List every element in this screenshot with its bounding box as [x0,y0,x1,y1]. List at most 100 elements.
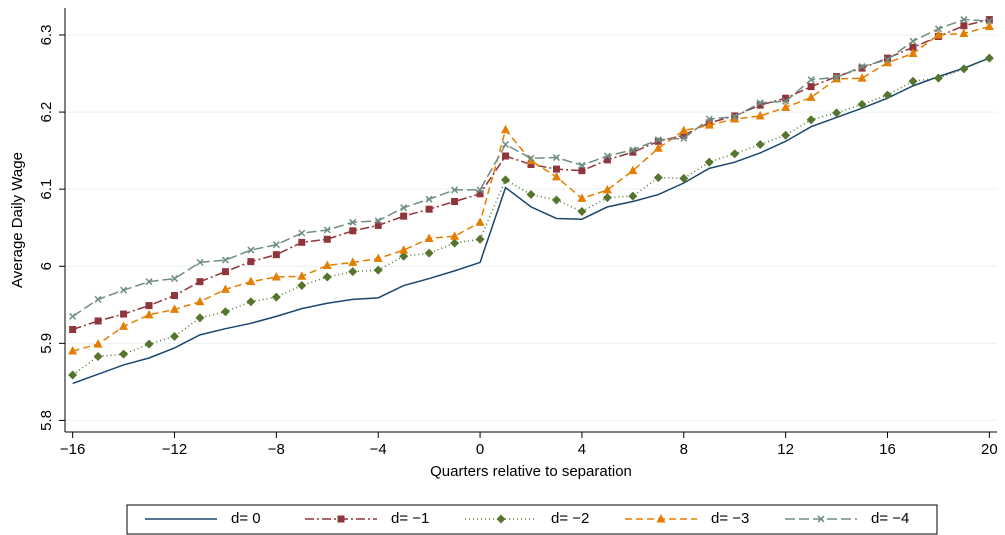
data-point [220,307,230,317]
x-tick-label: 4 [578,441,586,458]
data-point [424,248,434,258]
data-point [119,349,129,359]
data-point [526,155,536,165]
data-point [144,339,154,349]
data-point [68,370,78,380]
data-point [68,346,78,355]
data-point [400,204,408,212]
legend-marker [496,514,506,524]
legend-label: d= −4 [871,510,909,527]
data-point [807,83,815,91]
data-point [450,231,460,240]
data-point [272,241,280,249]
data-point [298,229,306,237]
data-point [501,124,511,134]
series-line [72,18,990,331]
data-point [883,90,893,100]
data-point [373,265,383,275]
x-tick-label: −16 [60,441,85,458]
data-point [603,156,611,164]
data-point [145,302,153,310]
data-point [93,339,103,348]
legend-label: d= 0 [231,510,261,527]
data-point [323,226,331,234]
data-point [959,28,969,37]
data-point [653,173,663,183]
data-point [577,193,587,202]
data-point [857,99,867,109]
data-point [755,110,765,120]
y-tick-label: 6 [38,262,55,270]
data-point [756,99,764,107]
data-point [704,120,714,129]
data-point [476,190,484,198]
data-point [984,53,994,63]
data-point [475,234,485,244]
data-point [271,272,281,281]
data-point [578,167,586,175]
data-point [806,115,816,125]
data-point [94,317,102,325]
data-point [272,251,280,259]
data-point [271,292,281,302]
data-point [322,260,332,269]
data-point [551,171,561,181]
data-point [755,139,765,149]
data-point [552,165,560,173]
data-point [629,146,637,154]
data-point [450,238,460,248]
data-point [144,309,154,319]
data-point [704,157,714,167]
legend-marker [817,515,825,523]
data-point [629,148,637,156]
data-point [654,136,662,144]
x-tick-label: 20 [981,441,998,458]
data-point [247,246,255,254]
data-point [933,29,943,39]
series-line [72,57,990,385]
data-point [628,191,638,201]
data-point [908,76,918,86]
data-point [322,272,332,282]
data-point [169,331,179,341]
data-point [502,140,510,148]
legend-label: d= −3 [711,510,749,527]
data-point [858,63,866,71]
data-point [399,245,409,254]
data-point [679,125,689,135]
data-point [501,175,511,185]
data-point [577,207,587,217]
data-point [602,184,612,194]
data-point [502,152,510,160]
data-point [476,186,484,194]
data-point [960,22,968,30]
x-tick-label: −8 [268,441,285,458]
data-point [909,37,917,45]
data-point [909,43,917,51]
legend-label: d= −1 [391,510,429,527]
y-tick-label: 6.2 [38,102,55,123]
data-point [298,238,306,246]
data-point [348,257,358,266]
data-point [349,218,357,226]
data-point [883,56,892,64]
data-point [323,235,331,243]
data-point [730,149,740,159]
data-point [578,161,586,169]
data-point [653,143,663,152]
data-point [960,16,968,24]
data-point [399,251,409,261]
y-tick-label: 6.3 [38,25,55,46]
data-point [782,94,790,102]
data-point [858,64,866,72]
data-point [196,258,204,266]
data-point [933,73,943,83]
data-point [246,297,256,307]
data-point [374,221,382,229]
legend-marker [656,514,666,523]
data-point [425,205,433,213]
data-point [145,278,153,286]
data-point [425,195,433,203]
legend-marker [337,515,345,523]
